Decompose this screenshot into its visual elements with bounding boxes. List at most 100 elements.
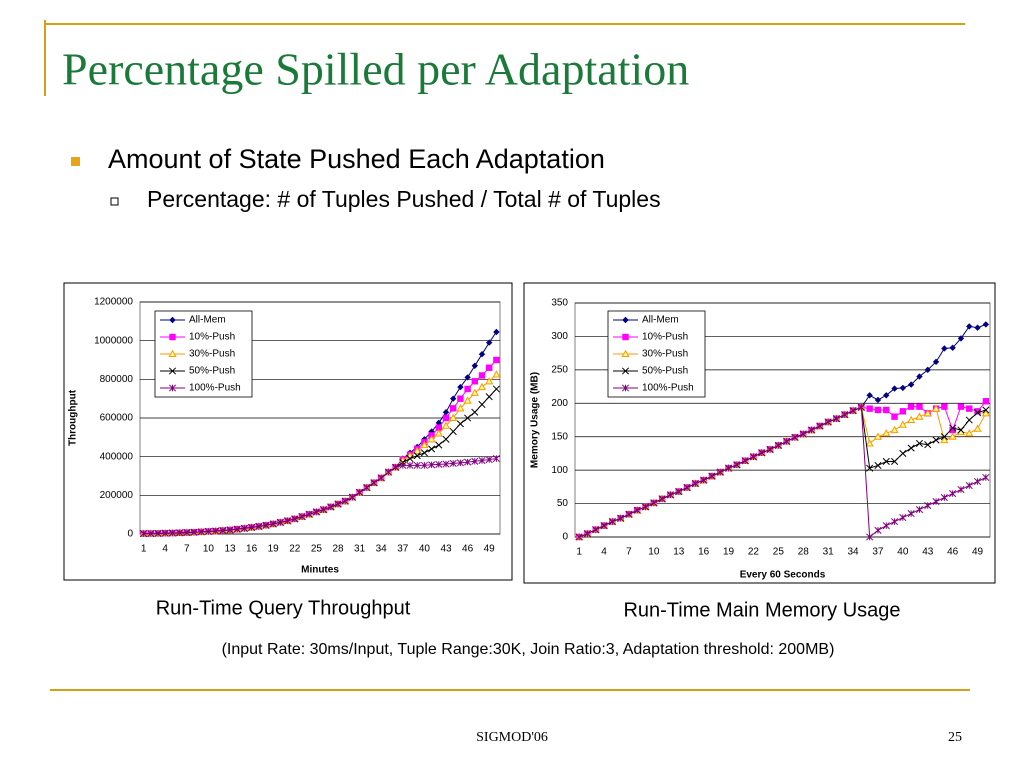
marker xyxy=(891,413,898,420)
marker xyxy=(965,416,973,424)
y-tick-label: 800000 xyxy=(100,374,134,385)
marker xyxy=(442,460,450,468)
marker xyxy=(882,522,890,530)
marker xyxy=(890,425,899,434)
marker xyxy=(965,481,973,490)
legend-marker xyxy=(169,316,176,324)
marker xyxy=(406,461,414,469)
marker xyxy=(874,526,882,534)
marker xyxy=(348,493,356,501)
marker xyxy=(915,439,924,447)
marker xyxy=(334,500,342,508)
legend-label: All-Mem xyxy=(189,315,226,326)
marker xyxy=(377,474,385,482)
x-tick-label: 25 xyxy=(773,547,785,558)
marker xyxy=(957,485,965,494)
marker xyxy=(899,514,907,522)
legend-marker xyxy=(169,333,176,341)
marker xyxy=(949,344,956,351)
marker xyxy=(262,521,270,529)
x-tick-label: 19 xyxy=(268,544,280,555)
x-tick-label: 1 xyxy=(576,547,582,558)
x-tick-label: 4 xyxy=(162,544,168,555)
marker xyxy=(470,388,479,396)
marker xyxy=(449,427,457,436)
marker xyxy=(420,440,429,449)
marker xyxy=(441,421,451,429)
marker xyxy=(486,339,493,346)
legend-marker xyxy=(168,384,177,392)
marker xyxy=(312,508,320,516)
legend-marker xyxy=(621,349,630,358)
marker xyxy=(641,503,650,511)
footer: SIGMOD'06 xyxy=(476,730,548,745)
marker xyxy=(600,522,608,530)
x-tick-label: 10 xyxy=(203,544,215,555)
marker xyxy=(907,381,915,388)
y-axis-title: Throughput xyxy=(68,389,79,446)
series-line xyxy=(143,458,497,535)
marker xyxy=(204,527,212,536)
marker xyxy=(940,435,949,444)
x-tick-label: 40 xyxy=(419,544,431,555)
bullet-icon xyxy=(71,157,80,166)
x-tick-label: 28 xyxy=(332,544,344,555)
marker xyxy=(435,441,443,449)
marker xyxy=(882,457,890,466)
marker xyxy=(492,385,500,393)
marker xyxy=(675,487,683,496)
marker xyxy=(183,528,191,537)
marker xyxy=(874,406,882,414)
marker xyxy=(255,522,263,531)
marker xyxy=(269,520,277,528)
x-tick-label: 16 xyxy=(246,544,258,555)
y-tick-label: 1000000 xyxy=(94,335,133,346)
x-tick-label: 10 xyxy=(648,547,660,558)
marker xyxy=(320,506,328,514)
marker xyxy=(450,405,457,412)
x-tick-label: 37 xyxy=(397,544,409,555)
marker xyxy=(890,457,899,466)
marker xyxy=(791,433,799,441)
marker xyxy=(464,374,471,381)
marker xyxy=(924,502,932,510)
marker xyxy=(866,533,874,541)
marker xyxy=(974,324,981,331)
marker xyxy=(485,456,493,464)
marker xyxy=(866,464,874,472)
marker xyxy=(190,528,198,536)
marker xyxy=(683,483,691,492)
marker xyxy=(973,477,982,486)
marker xyxy=(883,392,890,399)
marker xyxy=(916,403,923,410)
marker xyxy=(807,426,816,434)
marker xyxy=(832,415,841,423)
x-tick-label: 4 xyxy=(601,547,607,558)
marker xyxy=(774,441,782,449)
marker xyxy=(941,345,948,352)
marker xyxy=(749,453,758,461)
x-tick-label: 46 xyxy=(947,547,959,558)
marker xyxy=(932,358,940,366)
note: (Input Rate: 30ms/Input, Tuple Range:30K… xyxy=(222,641,835,658)
sub-bullet: Percentage: # of Tuples Pushed / Total #… xyxy=(147,186,661,212)
y-tick-label: 100 xyxy=(551,465,568,476)
marker xyxy=(464,385,471,393)
marker xyxy=(471,408,479,416)
marker xyxy=(327,503,335,511)
marker xyxy=(485,393,493,401)
legend-label: 100%-Push xyxy=(642,383,694,394)
marker xyxy=(866,392,873,399)
y-tick-label: 200000 xyxy=(100,490,134,501)
chart: 0 50 100 150 200 250 300 350 1 4 7 10 13 16 19 22 25 28 31… xyxy=(523,282,996,584)
marker xyxy=(471,378,478,385)
marker xyxy=(493,328,500,336)
marker xyxy=(168,529,176,537)
x-tick-label: 13 xyxy=(673,547,685,558)
marker xyxy=(592,526,600,534)
marker xyxy=(973,424,982,432)
x-tick-label: 13 xyxy=(224,544,236,555)
marker xyxy=(575,533,583,541)
marker xyxy=(219,526,227,535)
chart: 0 200000 400000 600000 800000 1000000 1200000 1… xyxy=(63,282,513,581)
